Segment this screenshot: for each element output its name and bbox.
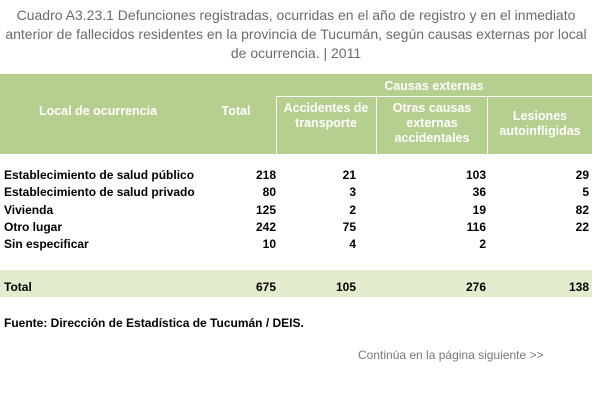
cell-accidentes: 2 [349,203,356,217]
total-row-band [0,270,592,297]
cell-lesiones: 5 [582,185,589,199]
cell-accidentes: 75 [342,220,356,234]
cell-lesiones: 82 [575,203,589,217]
header-accidentes: Accidentes de transporte [283,101,369,130]
cell-accidentes: 3 [349,185,356,199]
cell-total: 242 [255,220,276,234]
header-causas-externas: Causas externas [384,79,484,93]
row-label: Vivienda [4,203,54,217]
header-total: Total [221,104,251,118]
table-header: Local de ocurrencia Total Causas externa… [0,74,592,154]
cell-accidentes: 4 [349,237,356,251]
table-row: Vivienda 125 2 19 82 [0,202,592,219]
cell-total: 10 [262,237,276,251]
total-lesiones: 138 [568,280,589,294]
cell-lesiones: 29 [575,168,589,182]
source-note: Fuente: Dirección de Estadística de Tucu… [4,316,304,330]
cell-total: 80 [262,185,276,199]
continue-link[interactable]: Continúa en la página siguiente >> [358,348,544,362]
cell-otras: 2 [479,237,486,251]
table-row: Sin especificar 10 4 2 [0,236,592,253]
header-divider [376,96,377,154]
row-label: Sin especificar [4,237,89,251]
cell-otras: 103 [465,168,486,182]
total-otras: 276 [465,280,486,294]
row-label: Otro lugar [4,220,63,234]
cell-lesiones: 22 [575,220,589,234]
header-divider [276,96,277,154]
header-divider [487,96,488,154]
cell-otras: 116 [466,220,486,234]
table-row: Establecimiento de salud público 218 21 … [0,167,592,184]
cell-total: 125 [255,203,276,217]
cell-accidentes: 21 [342,168,356,182]
cell-otras: 19 [472,203,486,217]
table-row: Otro lugar 242 75 116 22 [0,219,592,236]
header-lesiones: Lesiones autoinfligidas [499,109,581,138]
header-otras-causas: Otras causas externas accidentales [392,101,472,145]
table-title: Cuadro A3.23.1 Defunciones registradas, … [5,7,587,61]
header-divider [276,96,592,97]
row-label: Establecimiento de salud público [4,168,195,182]
total-row: Total 675 105 276 138 [0,279,592,296]
cell-total: 218 [255,168,276,182]
cell-otras: 36 [472,185,486,199]
total-total: 675 [255,280,276,294]
total-accidentes: 105 [335,280,356,294]
table-row: Establecimiento de salud privado 80 3 36… [0,184,592,201]
total-label: Total [4,280,32,294]
header-local: Local de ocurrencia [38,104,158,118]
row-label: Establecimiento de salud privado [4,185,195,199]
